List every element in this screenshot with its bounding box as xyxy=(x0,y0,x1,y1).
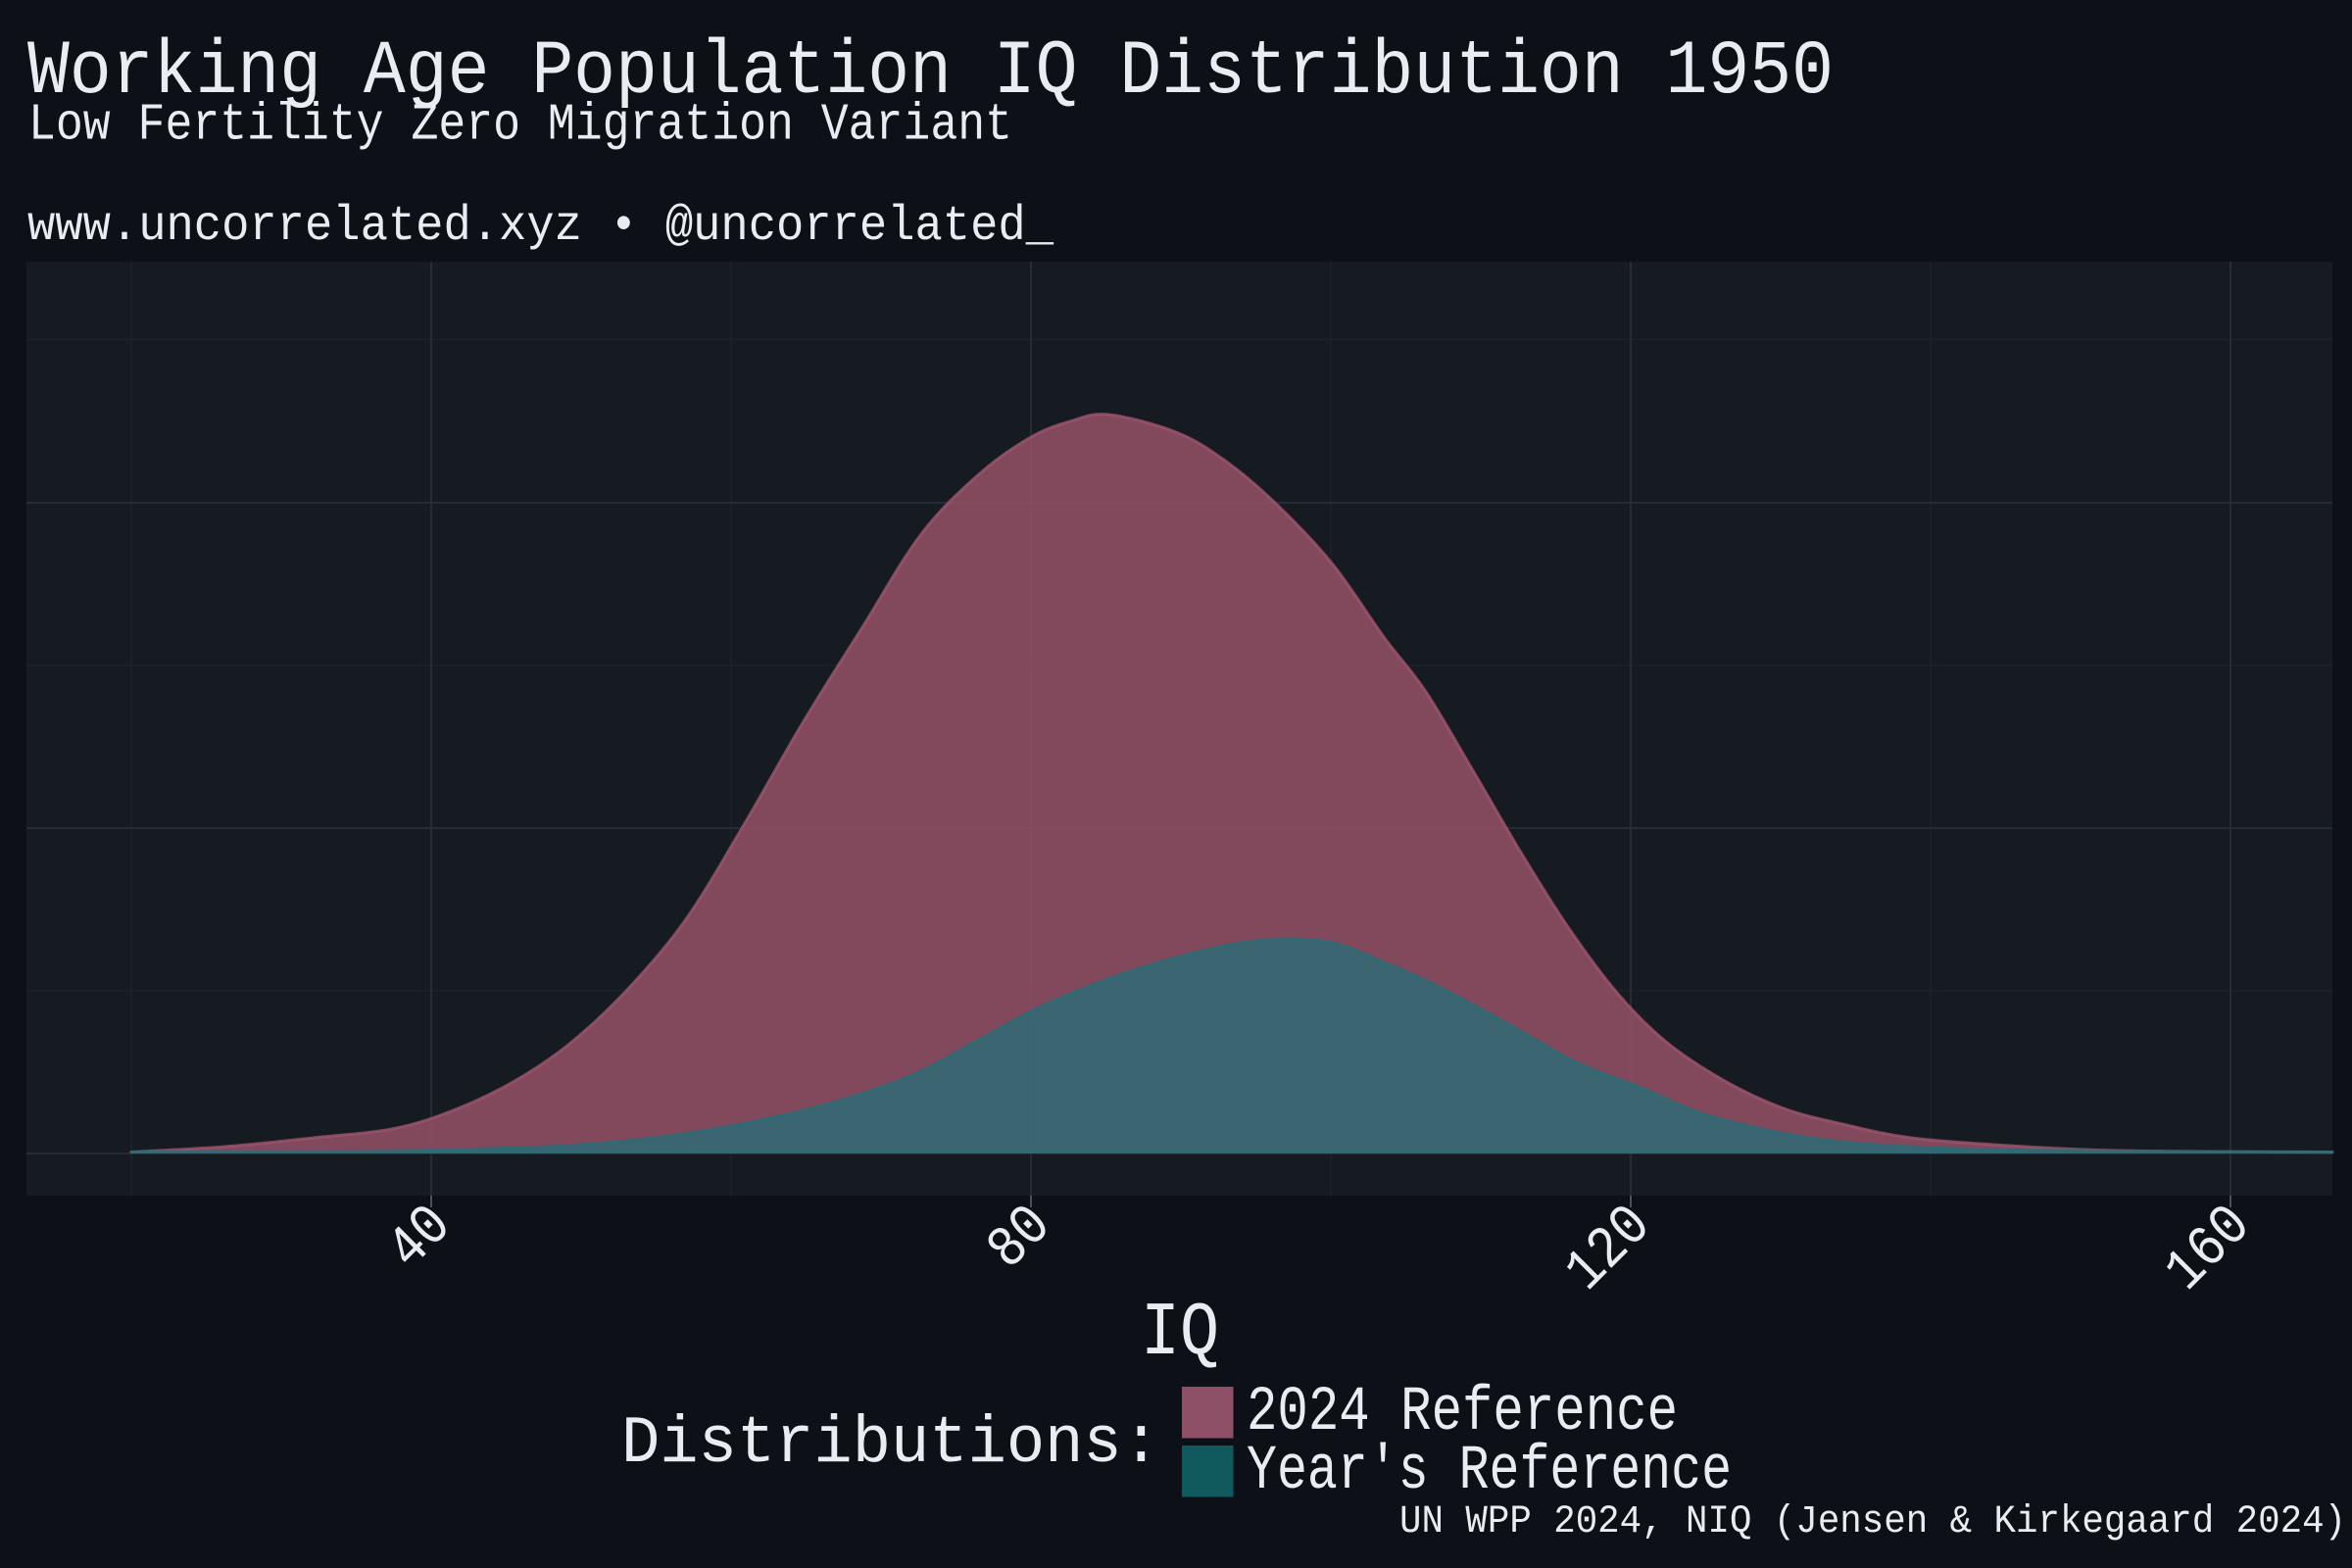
svg-text:UN WPP 2024, NIQ (Jensen & Kir: UN WPP 2024, NIQ (Jensen & Kirkegaard 20… xyxy=(1399,1500,2346,1544)
svg-text:Year's Reference: Year's Reference xyxy=(1247,1437,1732,1507)
svg-text:www.uncorrelated.xyz • @uncorr: www.uncorrelated.xyz • @uncorrelated_ xyxy=(27,199,1054,255)
svg-text:IQ: IQ xyxy=(1141,1292,1219,1377)
svg-text:Low Fertility Zero Migration V: Low Fertility Zero Migration Variant xyxy=(28,96,1012,155)
svg-text:2024 Reference: 2024 Reference xyxy=(1247,1378,1678,1448)
svg-text:Distributions:: Distributions: xyxy=(621,1406,1160,1482)
svg-text:Working Age Population IQ Dist: Working Age Population IQ Distribution 1… xyxy=(27,29,1834,116)
